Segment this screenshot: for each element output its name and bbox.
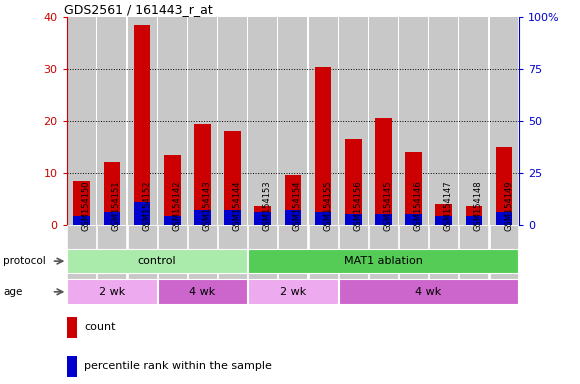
Text: GSM154154: GSM154154 (293, 180, 302, 231)
Bar (436, 216, 452, 225)
Bar (67, 280, 157, 304)
Bar (496, 212, 512, 225)
Bar (369, 17, 398, 225)
Bar (248, 249, 519, 273)
Bar (248, 280, 338, 304)
Bar (224, 210, 241, 225)
Text: GSM154153: GSM154153 (263, 180, 272, 231)
Bar (345, 139, 361, 225)
Bar (436, 204, 452, 225)
Bar (248, 225, 277, 300)
Bar (309, 17, 338, 225)
Bar (224, 131, 241, 225)
Text: GSM154152: GSM154152 (142, 180, 151, 231)
Text: GSM154143: GSM154143 (202, 180, 212, 231)
Bar (399, 225, 428, 300)
Text: GSM154156: GSM154156 (353, 180, 362, 231)
Bar (218, 17, 247, 225)
Bar (339, 280, 519, 304)
Bar (158, 280, 247, 304)
Bar (345, 214, 361, 225)
Bar (188, 17, 217, 225)
Bar (67, 356, 77, 376)
Bar (490, 225, 519, 300)
Bar (194, 124, 211, 225)
Text: GDS2561 / 161443_r_at: GDS2561 / 161443_r_at (64, 3, 213, 16)
Bar (67, 316, 77, 338)
Bar (74, 180, 90, 225)
Bar (375, 214, 392, 225)
Bar (158, 225, 187, 300)
Bar (405, 152, 422, 225)
Bar (315, 212, 331, 225)
Bar (466, 207, 482, 225)
Text: count: count (84, 322, 115, 332)
Bar (97, 17, 126, 225)
Text: GSM154144: GSM154144 (233, 180, 242, 231)
Text: 2 wk: 2 wk (280, 287, 306, 297)
Text: MAT1 ablation: MAT1 ablation (344, 256, 423, 266)
Bar (315, 66, 331, 225)
Bar (74, 216, 90, 225)
Bar (459, 17, 488, 225)
Bar (278, 225, 307, 300)
Bar (466, 216, 482, 225)
Text: 2 wk: 2 wk (99, 287, 125, 297)
Bar (255, 207, 271, 225)
Bar (496, 147, 512, 225)
Bar (278, 17, 307, 225)
Text: 4 wk: 4 wk (415, 287, 442, 297)
Bar (255, 212, 271, 225)
Text: GSM154145: GSM154145 (383, 180, 393, 231)
Bar (218, 225, 247, 300)
Text: control: control (138, 256, 176, 266)
Text: GSM154142: GSM154142 (172, 180, 182, 231)
Text: GSM154148: GSM154148 (474, 180, 483, 231)
Bar (375, 118, 392, 225)
Text: age: age (3, 287, 22, 297)
Bar (188, 225, 217, 300)
Text: GSM154155: GSM154155 (323, 180, 332, 231)
Bar (490, 17, 519, 225)
Bar (128, 225, 157, 300)
Text: GSM154151: GSM154151 (112, 180, 121, 231)
Text: 4 wk: 4 wk (189, 287, 216, 297)
Text: GSM154146: GSM154146 (414, 180, 423, 231)
Bar (194, 210, 211, 225)
Bar (399, 17, 428, 225)
Bar (67, 225, 96, 300)
Bar (158, 17, 187, 225)
Bar (104, 212, 120, 225)
Text: GSM154147: GSM154147 (444, 180, 453, 231)
Bar (285, 175, 301, 225)
Bar (285, 210, 301, 225)
Bar (134, 25, 150, 225)
Bar (128, 17, 157, 225)
Text: GSM154150: GSM154150 (82, 180, 91, 231)
Bar (309, 225, 338, 300)
Bar (405, 214, 422, 225)
Bar (134, 202, 150, 225)
Bar (104, 162, 120, 225)
Bar (67, 249, 247, 273)
Bar (164, 216, 180, 225)
Bar (164, 155, 180, 225)
Bar (369, 225, 398, 300)
Bar (97, 225, 126, 300)
Bar (459, 225, 488, 300)
Bar (339, 17, 368, 225)
Bar (429, 17, 458, 225)
Text: percentile rank within the sample: percentile rank within the sample (84, 361, 272, 371)
Text: GSM154149: GSM154149 (504, 180, 513, 231)
Bar (339, 225, 368, 300)
Bar (67, 17, 96, 225)
Bar (429, 225, 458, 300)
Bar (248, 17, 277, 225)
Text: protocol: protocol (3, 256, 46, 266)
